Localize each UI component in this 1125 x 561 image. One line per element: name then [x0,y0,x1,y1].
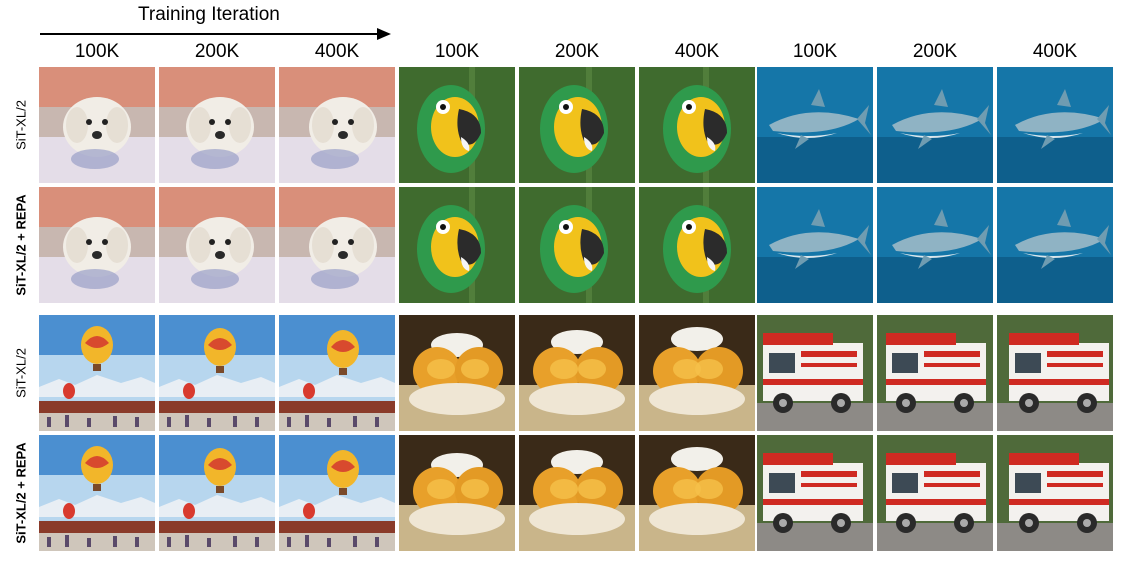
balloon-sample-image [39,315,155,431]
dog-sample-image [279,67,395,183]
firetruck-sample-image [877,435,993,551]
column-label: 200K [912,41,958,62]
balloon-sample-image [159,435,275,551]
parrot-sample-image [639,187,755,303]
balloon-sample-image [279,315,395,431]
column-label: 100K [434,41,480,62]
column-label: 200K [194,41,240,62]
balloon-sample-image [159,315,275,431]
parrot-sample-image [399,187,515,303]
column-label: 400K [314,41,360,62]
dog-sample-image [159,187,275,303]
column-label: 100K [74,41,120,62]
balloon-sample-image [39,435,155,551]
column-label: 100K [792,41,838,62]
firetruck-sample-image [757,435,873,551]
shark-sample-image [877,67,993,183]
burger-sample-image [639,435,755,551]
training-iteration-arrow [40,28,391,40]
dog-sample-image [279,187,395,303]
burger-sample-image [519,435,635,551]
firetruck-sample-image [997,435,1113,551]
dog-sample-image [39,187,155,303]
burger-sample-image [639,315,755,431]
parrot-sample-image [519,187,635,303]
column-label: 200K [554,41,600,62]
balloon-sample-image [279,435,395,551]
column-label: 400K [674,41,720,62]
column-label: 400K [1032,41,1078,62]
parrot-sample-image [399,67,515,183]
dog-sample-image [159,67,275,183]
parrot-sample-image [639,67,755,183]
firetruck-sample-image [877,315,993,431]
burger-sample-image [399,435,515,551]
burger-sample-image [519,315,635,431]
shark-sample-image [877,187,993,303]
dog-sample-image [39,67,155,183]
parrot-sample-image [519,67,635,183]
firetruck-sample-image [757,315,873,431]
firetruck-sample-image [997,315,1113,431]
burger-sample-image [399,315,515,431]
shark-sample-image [997,187,1113,303]
training-iteration-title: Training Iteration [138,4,280,25]
shark-sample-image [757,67,873,183]
shark-sample-image [757,187,873,303]
shark-sample-image [997,67,1113,183]
